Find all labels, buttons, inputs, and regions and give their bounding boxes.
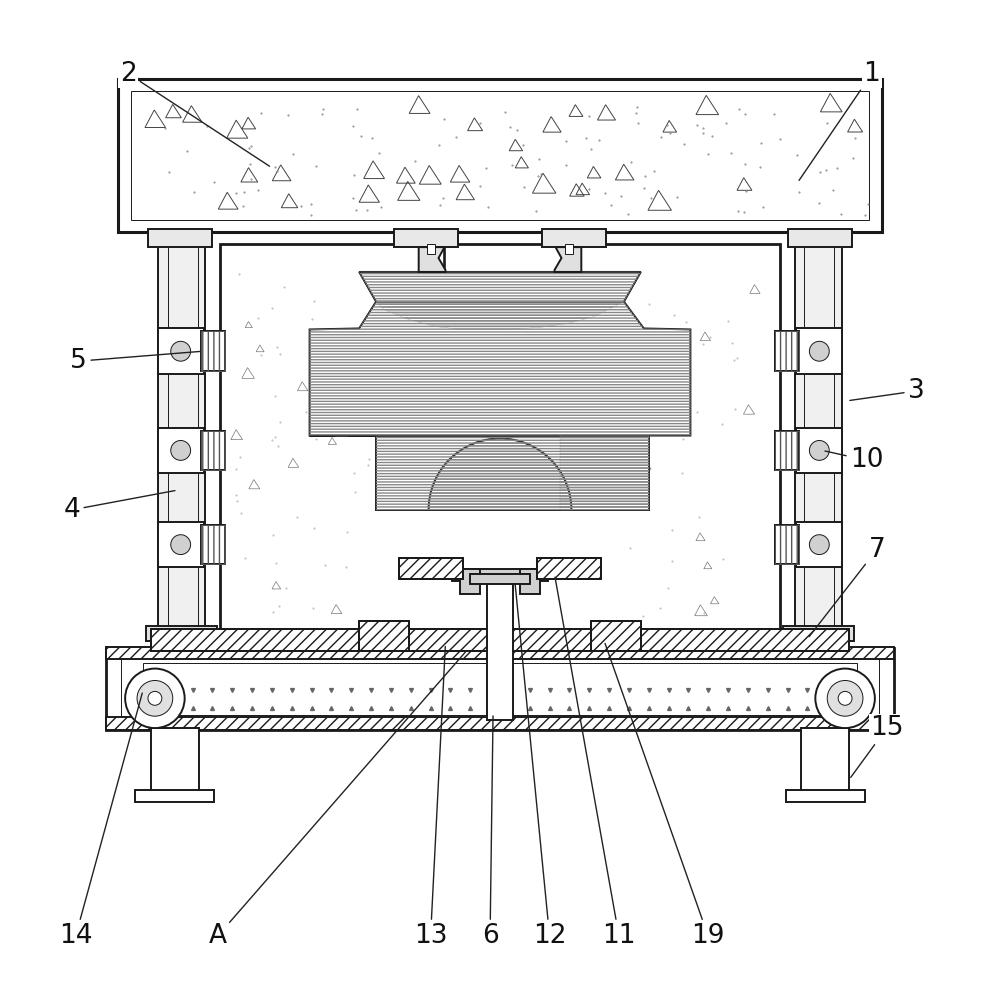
Bar: [520, 569, 540, 594]
Circle shape: [171, 440, 191, 460]
Text: 13: 13: [414, 647, 447, 949]
Bar: [775, 431, 799, 470]
Bar: [118, 79, 882, 232]
Bar: [158, 328, 204, 374]
Text: A: A: [208, 651, 466, 949]
Bar: [201, 331, 225, 371]
Bar: [460, 569, 480, 594]
Circle shape: [809, 341, 829, 361]
Bar: [795, 242, 842, 629]
Bar: [537, 558, 601, 579]
Circle shape: [171, 341, 191, 361]
Bar: [146, 626, 217, 641]
Text: 12: 12: [515, 584, 566, 949]
Bar: [775, 331, 799, 371]
Polygon shape: [560, 436, 649, 510]
Bar: [201, 431, 225, 470]
Text: 6: 6: [482, 716, 498, 949]
Bar: [775, 525, 799, 564]
Bar: [151, 629, 849, 651]
Text: 11: 11: [555, 577, 636, 949]
Bar: [399, 558, 463, 579]
Bar: [158, 522, 204, 567]
Circle shape: [827, 680, 863, 716]
Bar: [775, 331, 799, 371]
Bar: [783, 626, 854, 641]
Bar: [452, 569, 548, 581]
Bar: [796, 328, 842, 374]
Bar: [427, 244, 435, 254]
Text: 19: 19: [605, 643, 725, 949]
Bar: [106, 647, 894, 659]
Bar: [158, 242, 205, 629]
Bar: [220, 244, 780, 631]
Circle shape: [148, 691, 162, 705]
Text: 14: 14: [59, 693, 142, 949]
Circle shape: [809, 440, 829, 460]
Polygon shape: [555, 247, 581, 272]
Bar: [775, 431, 799, 470]
Polygon shape: [310, 302, 690, 436]
Bar: [201, 525, 225, 564]
Text: 5: 5: [70, 348, 200, 374]
Text: 2: 2: [120, 61, 270, 166]
Bar: [542, 229, 606, 247]
Bar: [591, 621, 641, 651]
Circle shape: [838, 691, 852, 705]
Bar: [394, 229, 458, 247]
Bar: [788, 229, 852, 247]
Bar: [359, 621, 409, 651]
Wedge shape: [429, 439, 571, 510]
Bar: [201, 331, 225, 371]
Bar: [591, 621, 641, 651]
Bar: [151, 629, 849, 651]
Bar: [537, 558, 601, 579]
Circle shape: [815, 669, 875, 728]
Bar: [158, 428, 204, 473]
Circle shape: [171, 535, 191, 555]
Polygon shape: [359, 272, 641, 329]
Bar: [135, 790, 214, 802]
Bar: [106, 648, 894, 730]
Text: 15: 15: [851, 715, 904, 777]
Bar: [487, 581, 513, 720]
Text: 3: 3: [850, 378, 925, 404]
Text: 4: 4: [63, 491, 175, 523]
Polygon shape: [376, 436, 649, 510]
Bar: [359, 621, 409, 651]
Bar: [565, 244, 573, 254]
Text: 1: 1: [799, 61, 880, 180]
Bar: [201, 525, 225, 564]
Polygon shape: [419, 247, 445, 272]
Bar: [106, 717, 894, 730]
Bar: [201, 431, 225, 470]
Bar: [121, 658, 879, 720]
Bar: [796, 522, 842, 567]
Bar: [786, 790, 865, 802]
Circle shape: [809, 535, 829, 555]
Bar: [151, 728, 199, 793]
Circle shape: [125, 669, 185, 728]
Text: 7: 7: [809, 537, 885, 637]
Bar: [801, 728, 849, 793]
Bar: [775, 525, 799, 564]
Text: 10: 10: [825, 447, 884, 473]
Circle shape: [137, 680, 173, 716]
Bar: [143, 663, 857, 715]
Bar: [131, 91, 869, 220]
Bar: [796, 428, 842, 473]
Bar: [399, 558, 463, 579]
Bar: [470, 574, 530, 584]
Bar: [148, 229, 212, 247]
